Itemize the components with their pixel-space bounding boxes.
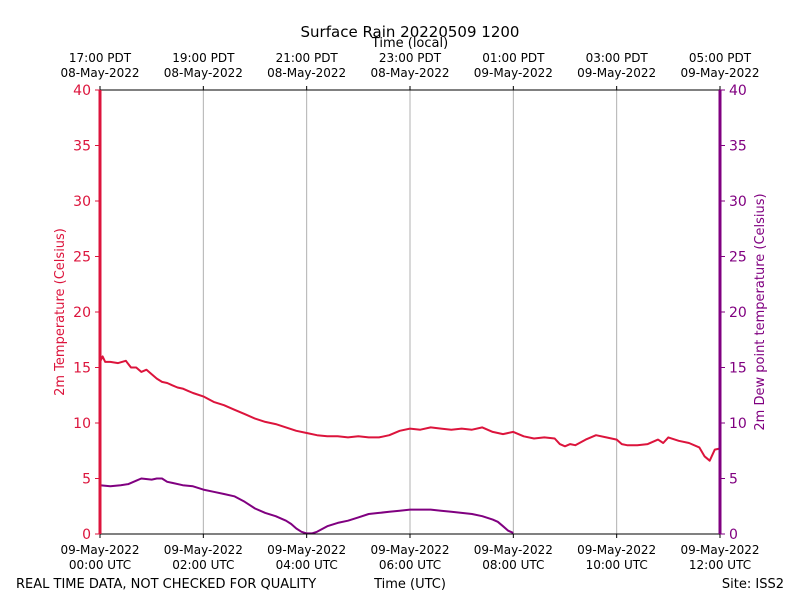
- right-y-tick-label: 40: [729, 83, 747, 99]
- top-tick-label-date: 08-May-2022: [267, 66, 346, 80]
- right-y-tick-label: 0: [729, 527, 738, 543]
- x-tick-label-date: 09-May-2022: [267, 543, 346, 557]
- right-y-tick-label: 15: [729, 361, 747, 377]
- footer-site: Site: ISS2: [722, 577, 784, 592]
- left-y-tick-label: 25: [73, 250, 91, 266]
- x-tick-label-date: 09-May-2022: [680, 543, 759, 557]
- top-tick-label-date: 09-May-2022: [474, 66, 553, 80]
- right-y-tick-label: 20: [729, 305, 747, 321]
- top-tick-label-time: 23:00 PDT: [379, 51, 442, 65]
- left-y-tick-label: 20: [73, 305, 91, 321]
- x-tick-label-time: 12:00 UTC: [689, 558, 751, 572]
- right-y-tick-label: 30: [729, 194, 747, 210]
- x-tick-label-time: 04:00 UTC: [276, 558, 338, 572]
- right-y-tick-label: 35: [729, 139, 747, 155]
- top-tick-label-time: 19:00 PDT: [172, 51, 235, 65]
- top-tick-label-date: 08-May-2022: [370, 66, 449, 80]
- left-y-tick-label: 5: [82, 472, 91, 488]
- right-axis-label: 2m Dew point temperature (Celsius): [753, 193, 768, 430]
- left-y-tick-label: 30: [73, 194, 91, 210]
- top-tick-label-time: 03:00 PDT: [586, 51, 649, 65]
- left-y-tick-label: 40: [73, 83, 91, 99]
- top-tick-label-date: 09-May-2022: [680, 66, 759, 80]
- series-group: [99, 355, 721, 535]
- left-axis-label: 2m Temperature (Celsius): [53, 228, 68, 396]
- x-tick-label-time: 10:00 UTC: [586, 558, 648, 572]
- right-y-tick-label: 25: [729, 250, 747, 266]
- top-tick-label-time: 21:00 PDT: [276, 51, 339, 65]
- x-tick-label-date: 09-May-2022: [370, 543, 449, 557]
- top-tick-label-date: 09-May-2022: [577, 66, 656, 80]
- top-tick-label-time: 17:00 PDT: [69, 51, 132, 65]
- x-tick-label-date: 09-May-2022: [577, 543, 656, 557]
- right-y-tick-label: 5: [729, 472, 738, 488]
- chart-title: Surface Rain 20220509 1200: [301, 23, 520, 41]
- top-tick-label-date: 08-May-2022: [60, 66, 139, 80]
- left-y-tick-label: 15: [73, 361, 91, 377]
- x-tick-label-time: 02:00 UTC: [172, 558, 234, 572]
- left-y-tick-label: 35: [73, 139, 91, 155]
- right-y-tick-label: 10: [729, 416, 747, 432]
- top-tick-label-date: 08-May-2022: [164, 66, 243, 80]
- x-tick-label-time: 00:00 UTC: [69, 558, 131, 572]
- x-tick-label-date: 09-May-2022: [474, 543, 553, 557]
- x-axis-label: Time (UTC): [373, 577, 446, 592]
- footer-disclaimer: REAL TIME DATA, NOT CHECKED FOR QUALITY: [16, 577, 316, 592]
- top-axis-label: Time (local): [371, 36, 448, 51]
- x-tick-label-date: 09-May-2022: [60, 543, 139, 557]
- x-tick-label-time: 08:00 UTC: [482, 558, 544, 572]
- x-tick-label-date: 09-May-2022: [164, 543, 243, 557]
- left-y-tick-label: 10: [73, 416, 91, 432]
- temperature-line: [99, 355, 721, 462]
- left-y-tick-label: 0: [82, 527, 91, 543]
- top-tick-label-time: 01:00 PDT: [482, 51, 545, 65]
- x-tick-label-time: 06:00 UTC: [379, 558, 441, 572]
- grid: [202, 90, 618, 534]
- dewpoint-line: [99, 477, 514, 535]
- top-tick-label-time: 05:00 PDT: [689, 51, 752, 65]
